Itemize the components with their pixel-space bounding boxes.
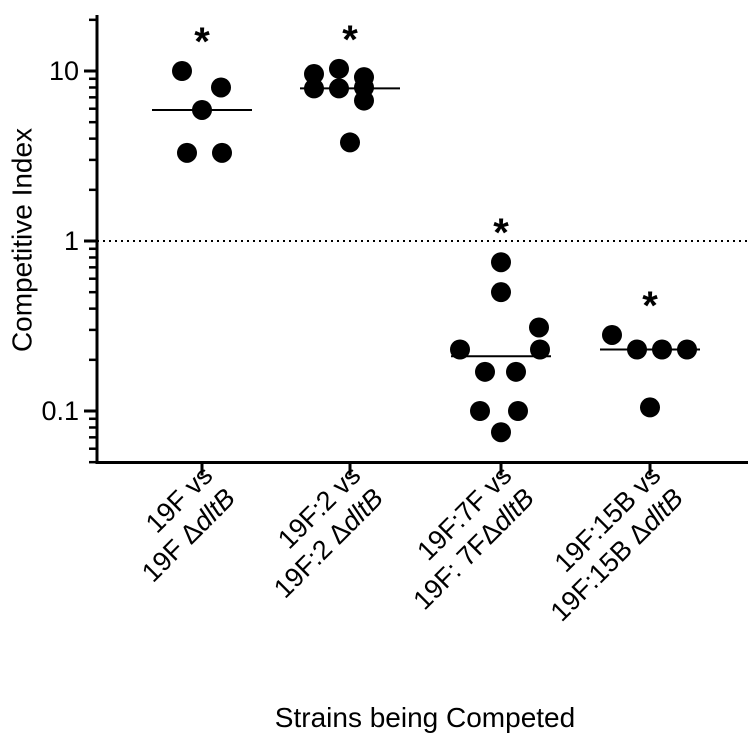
x-category-label: 19F:2 vs19F:2 ΔdltB: [245, 460, 389, 604]
data-point: [491, 252, 511, 273]
significance-star: *: [642, 284, 658, 328]
y-tick-label: 1: [64, 226, 79, 256]
data-point: [354, 90, 374, 111]
data-point: [602, 324, 622, 345]
y-axis-title: Competitive Index: [6, 128, 37, 352]
y-tick-label: 10: [49, 56, 79, 86]
data-point: [211, 77, 231, 98]
significance-star: *: [342, 18, 358, 62]
data-point: [475, 361, 495, 382]
x-axis-title: Strains being Competed: [275, 702, 575, 733]
data-point: [640, 397, 660, 418]
significance-star: *: [194, 20, 210, 64]
data-point: [177, 142, 197, 163]
data-point: [508, 401, 528, 421]
data-point: [491, 282, 511, 303]
data-point: [340, 132, 360, 153]
x-category-label: 19F:7F vs19F: 7FΔdltB: [385, 460, 540, 615]
data-points: [172, 58, 697, 443]
data-point: [304, 64, 324, 85]
data-point: [529, 317, 549, 338]
data-point: [172, 61, 192, 81]
y-ticks: 0.1 1 10: [41, 18, 97, 464]
y-tick-label: 0.1: [41, 396, 79, 426]
data-point: [470, 401, 490, 421]
data-point: [329, 58, 349, 79]
x-category-label: 19F:15B vs19F:15B ΔdltB: [522, 460, 689, 627]
data-point: [354, 67, 374, 88]
data-point: [212, 142, 232, 163]
data-point: [450, 339, 470, 360]
data-point: [506, 361, 526, 382]
category-labels: 19F vs19F ΔdltB 19F:2 vs19F:2 ΔdltB 19F:7F…: [113, 460, 689, 627]
significance-markers: * * * *: [194, 18, 658, 328]
median-lines: [152, 87, 700, 358]
data-point: [491, 422, 511, 443]
x-ticks: [200, 462, 652, 476]
x-category-label: 19F vs19F ΔdltB: [113, 460, 241, 588]
axes: [95, 15, 748, 464]
data-point: [530, 339, 550, 360]
significance-star: *: [493, 211, 509, 255]
